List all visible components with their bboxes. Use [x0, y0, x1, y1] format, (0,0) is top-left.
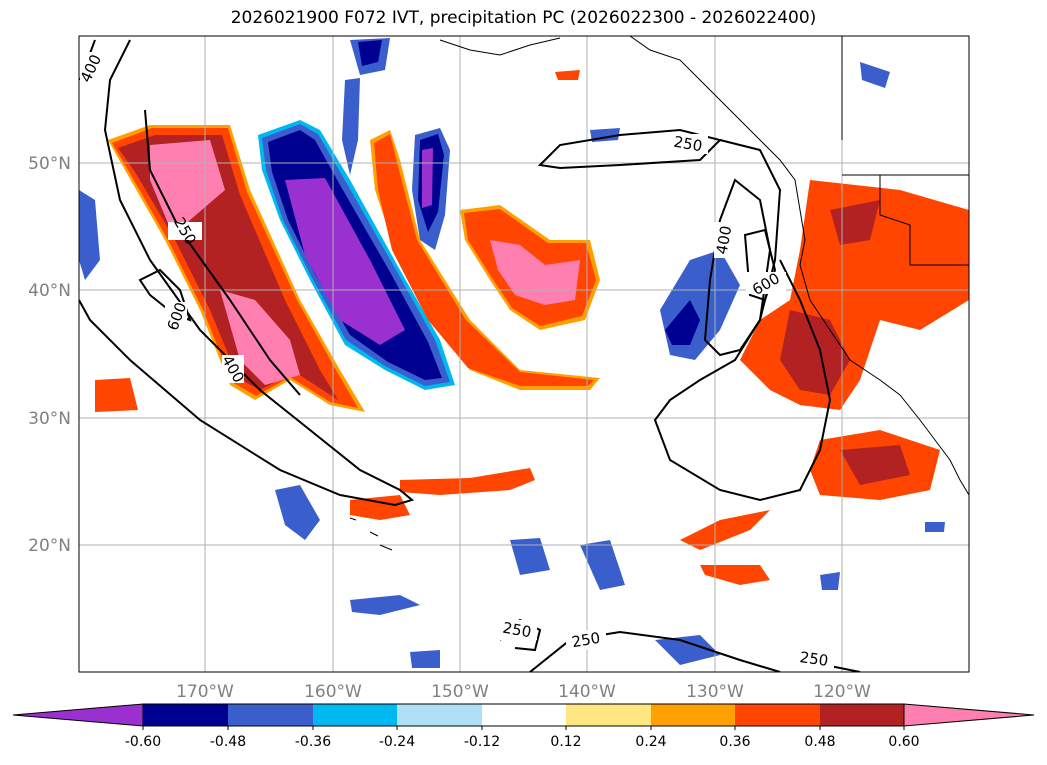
colorbar-tick-3: -0.36 — [295, 734, 331, 750]
colorbar: -0.60 -0.48 -0.36 -0.24 -0.12 0.12 0.24 … — [12, 703, 1035, 750]
colorbar-tick-7: 0.24 — [635, 734, 666, 750]
colorbar-tick-6: 0.12 — [550, 734, 581, 750]
lon-label-120w: 120°W — [813, 682, 871, 702]
lat-label-20n: 20°N — [28, 536, 71, 556]
colorbar-tick-8: 0.36 — [719, 734, 750, 750]
map-frame — [78, 35, 970, 673]
lat-label-30n: 30°N — [28, 409, 71, 429]
graticule — [79, 36, 969, 672]
colorbar-tick-5: -0.12 — [464, 734, 500, 750]
colorbar-tick-1: -0.60 — [125, 734, 161, 750]
negative-anomaly-band — [258, 38, 455, 390]
lat-label-40n: 40°N — [28, 281, 71, 301]
lon-label-150w: 150°W — [431, 682, 489, 702]
colorbar-arrow-low — [12, 703, 144, 727]
svg-text:250: 250 — [799, 648, 830, 670]
colorbar-bin-4 — [397, 704, 482, 726]
lon-label-130w: 130°W — [686, 682, 744, 702]
contour-label-250-south: 250 — [497, 619, 537, 642]
positive-anomaly-blob — [460, 205, 600, 330]
contour-label-400-west: 400 — [218, 352, 248, 386]
svg-text:400: 400 — [713, 224, 736, 255]
map-title: 2026021900 F072 IVT, precipitation PC (2… — [230, 8, 817, 28]
colorbar-tick-2: -0.48 — [210, 734, 246, 750]
contour-label-250-south-middle: 250 — [566, 629, 606, 652]
positive-anomaly-band-middle — [370, 130, 600, 390]
positive-anomaly-band-west — [108, 125, 365, 412]
colorbar-bin-6 — [566, 704, 651, 726]
svg-text:250: 250 — [570, 629, 601, 652]
colorbar-bin-8 — [735, 704, 820, 726]
lon-label-140w: 140°W — [558, 682, 616, 702]
colorbar-tick-4: -0.24 — [379, 734, 415, 750]
positive-anomaly-subtropical — [95, 70, 580, 520]
contour-label-600-west: 600 — [164, 300, 191, 333]
lon-label-160w: 160°W — [304, 682, 362, 702]
colorbar-tick-9: 0.48 — [804, 734, 835, 750]
contour-label-600-east: 600 — [746, 269, 786, 299]
colorbar-bin-1 — [143, 704, 228, 726]
colorbar-bin-9 — [820, 704, 904, 726]
colorbar-frame — [142, 703, 905, 727]
ivt-contours — [79, 39, 861, 672]
colorbar-bin-7 — [651, 704, 735, 726]
lon-label-170w: 170°W — [176, 682, 234, 702]
colorbar-tick-10: 0.60 — [888, 734, 919, 750]
colorbar-bin-2 — [228, 704, 313, 726]
negative-anomaly-patches — [79, 62, 945, 668]
colorbar-arrow-high — [903, 703, 1035, 727]
colorbar-bin-5 — [482, 704, 566, 726]
lat-label-50n: 50°N — [28, 154, 71, 174]
coastlines — [349, 36, 969, 551]
svg-text:250: 250 — [672, 133, 703, 156]
colorbar-bin-3 — [313, 704, 397, 726]
contour-label-250-southeast: 250 — [794, 648, 834, 670]
contour-label-400-east: 400 — [713, 222, 736, 258]
svg-text:250: 250 — [501, 619, 532, 642]
negative-anomaly-blob-east — [660, 250, 740, 360]
contour-label-250-north: 250 — [668, 133, 708, 156]
